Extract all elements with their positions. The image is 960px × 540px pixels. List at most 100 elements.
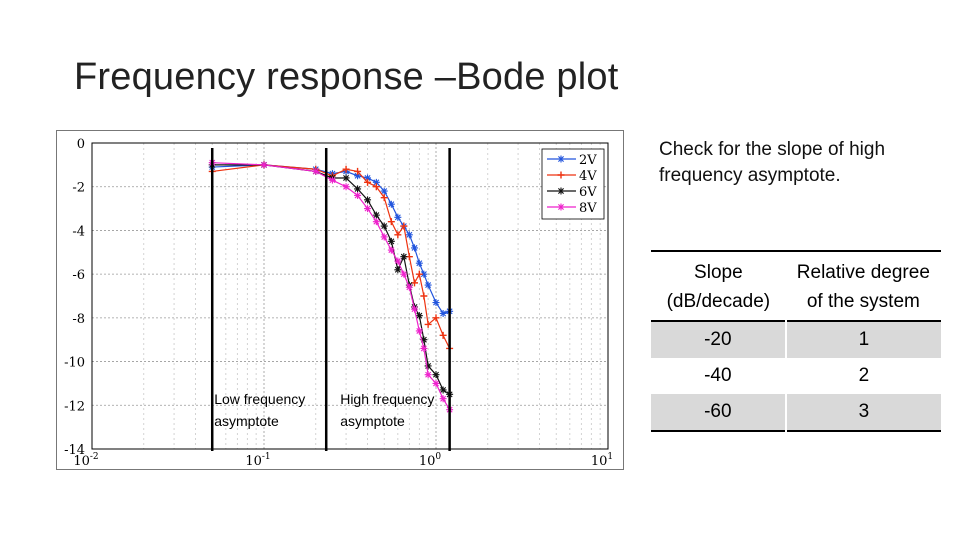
data-point — [394, 257, 402, 265]
plot-area — [92, 143, 608, 449]
data-point — [405, 283, 413, 291]
slope-table: Slope (dB/decade) Relative degree of the… — [651, 250, 941, 432]
data-point — [342, 183, 350, 191]
y-tick-label: 0 — [77, 137, 85, 152]
data-point — [387, 218, 395, 226]
data-point — [411, 305, 419, 313]
data-point — [380, 194, 388, 202]
data-point — [394, 213, 402, 221]
x-tick-label: 101 — [591, 452, 613, 469]
data-point — [439, 331, 447, 339]
legend-label-4V: 4V — [579, 169, 597, 184]
data-point — [372, 211, 380, 219]
data-point — [432, 379, 440, 387]
x-tick-label: 10-2 — [73, 452, 98, 469]
y-tick-label: -2 — [72, 181, 85, 196]
header-relative-degree: Relative degree of the system — [796, 262, 930, 312]
data-point — [354, 185, 362, 193]
x-tick-label: 100 — [419, 452, 442, 469]
data-point — [260, 161, 268, 169]
data-point — [400, 270, 408, 278]
data-point — [439, 395, 447, 403]
slide-title: Frequency response –Bode plot — [74, 56, 619, 98]
data-point — [342, 165, 350, 173]
data-point — [364, 174, 372, 182]
data-point — [432, 371, 440, 379]
y-tick-label: -4 — [72, 224, 85, 239]
data-point — [405, 231, 413, 239]
data-point — [400, 222, 408, 230]
data-point — [364, 205, 372, 213]
data-point — [424, 362, 432, 370]
plot-frame — [91, 142, 609, 450]
legend-label-2V: 2V — [579, 153, 597, 168]
data-point — [394, 266, 402, 274]
data-point — [387, 237, 395, 245]
header-slope: Slope (dB/decade) — [666, 262, 771, 312]
data-point — [372, 183, 380, 191]
data-point — [387, 246, 395, 254]
data-point — [439, 386, 447, 394]
legend-label-8V: 8V — [579, 201, 597, 216]
data-point — [400, 253, 408, 261]
y-tick-label: -12 — [64, 399, 85, 414]
cell-slope: -40 — [651, 358, 787, 394]
data-point — [354, 167, 362, 175]
table-row: -60 3 — [651, 394, 941, 431]
data-point — [415, 312, 423, 320]
data-point — [354, 191, 362, 199]
data-point — [328, 176, 336, 184]
data-point — [557, 171, 565, 179]
data-point — [424, 320, 432, 328]
table-header-row: Slope (dB/decade) Relative degree of the… — [651, 251, 941, 321]
data-point — [432, 314, 440, 322]
cell-slope: -60 — [651, 394, 787, 431]
data-point — [411, 244, 419, 252]
data-point — [420, 336, 428, 344]
high-frequency-asymptote-label: asymptote — [340, 413, 405, 429]
data-point — [415, 259, 423, 267]
data-point — [372, 178, 380, 186]
y-tick-label: -14 — [64, 443, 85, 458]
data-point — [312, 167, 320, 175]
table-row: -20 1 — [651, 321, 941, 358]
data-point — [380, 233, 388, 241]
cell-slope: -20 — [651, 321, 787, 358]
data-point — [415, 327, 423, 335]
low-frequency-asymptote-label: Low frequency — [214, 391, 305, 407]
high-frequency-asymptote-label: High frequency — [340, 391, 434, 407]
data-point — [342, 174, 350, 182]
legend-label-6V: 6V — [579, 185, 597, 200]
data-point — [364, 196, 372, 204]
data-point — [415, 270, 423, 278]
bode-plot: 0 -2 -4 -6 -8 -10 -12 -14 10-2 10-1 100 101 Low freq… — [56, 130, 624, 470]
slope-note: Check for the slope of high frequency as… — [659, 139, 886, 186]
data-point — [432, 299, 440, 307]
data-point — [364, 178, 372, 186]
cell-degree: 3 — [785, 394, 941, 431]
series-line-8V — [212, 162, 451, 410]
y-tick-label: -10 — [64, 356, 85, 371]
data-point — [380, 222, 388, 230]
data-point — [420, 344, 428, 352]
y-tick-label: -8 — [72, 312, 85, 327]
y-tick-label: -6 — [72, 268, 85, 283]
x-tick-label: 10-1 — [245, 452, 270, 469]
cell-degree: 2 — [785, 358, 941, 394]
data-point — [420, 292, 428, 300]
data-point — [439, 309, 447, 317]
data-point — [424, 281, 432, 289]
table-row: -40 2 — [651, 358, 941, 394]
data-point — [557, 187, 565, 195]
data-point — [387, 200, 395, 208]
cell-degree: 1 — [785, 321, 941, 358]
data-point — [424, 371, 432, 379]
data-point — [372, 218, 380, 226]
data-point — [420, 270, 428, 278]
data-point — [394, 231, 402, 239]
data-point — [557, 155, 565, 163]
data-point — [557, 203, 565, 211]
low-frequency-asymptote-label: asymptote — [214, 413, 279, 429]
series-line-4V — [212, 164, 451, 349]
